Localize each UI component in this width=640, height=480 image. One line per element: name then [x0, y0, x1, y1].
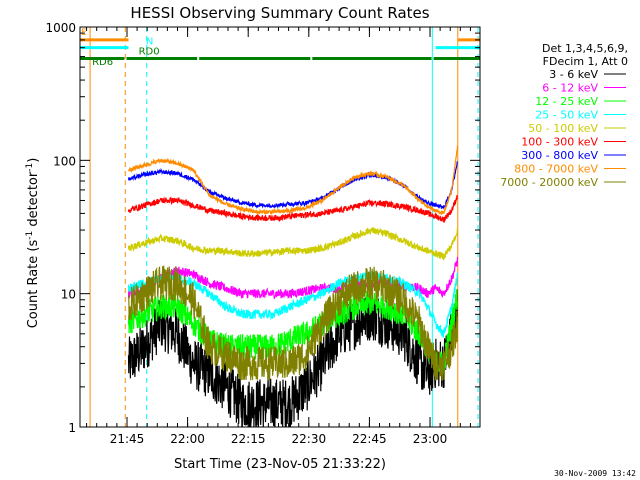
x-tick-label-2: 22:15 — [231, 432, 266, 446]
x-tick-label-3: 22:30 — [292, 432, 327, 446]
series-line-3 — [127, 271, 459, 338]
x-tick-label-4: 22:45 — [352, 432, 387, 446]
ylabel-main: Count Rate (s — [26, 240, 41, 329]
legend-header-1: FDecim 1, Att 0 — [543, 55, 628, 68]
legend-label-6: 300 - 800 keV — [521, 149, 598, 162]
status-label-rd0: RD0 — [139, 47, 160, 58]
chart-title: HESSI Observing Summary Count Rates — [130, 4, 429, 22]
legend-label-3: 25 - 50 keV — [535, 109, 598, 122]
legend-label-8: 7000 - 20000 keV — [500, 176, 598, 189]
legend-label-1: 6 - 12 keV — [542, 82, 598, 95]
ylabel-sup2: -1 — [25, 163, 35, 172]
y-tick-label-1: 10 — [61, 288, 76, 302]
ylabel-end: ) — [26, 158, 41, 163]
y-tick-label-3: 1000 — [45, 21, 76, 35]
series-line-8 — [127, 265, 459, 381]
series-line-5 — [127, 195, 459, 224]
ylabel-sup1: -1 — [25, 231, 35, 240]
plot-frame — [79, 26, 481, 428]
y-tick-label-0: 1 — [68, 421, 76, 435]
series-line-7 — [127, 145, 459, 216]
y-axis-label: Count Rate (s-1 detector-1) — [25, 158, 41, 329]
status-label-n: N — [146, 36, 153, 47]
series-line-6 — [127, 161, 459, 210]
legend-label-2: 12 - 25 keV — [535, 95, 598, 108]
x-tick-label-1: 22:00 — [170, 432, 205, 446]
x-tick-label-0: 21:45 — [110, 432, 145, 446]
legend-label-0: 3 - 6 keV — [549, 68, 598, 81]
svg-text:Count Rate (s-1 detector-1): Count Rate (s-1 detector-1) — [25, 158, 41, 329]
legend-header-0: Det 1,3,4,5,6,9, — [542, 42, 628, 55]
timestamp: 30-Nov-2009 13:42 — [554, 469, 636, 478]
legend-label-7: 800 - 7000 keV — [514, 163, 598, 176]
axes: 1 10 100 1000 21:45 22:00 22:15 22:30 22:45 23:00 — [45, 21, 481, 446]
ylabel-mid: detector — [26, 171, 41, 231]
legend-label-5: 100 - 300 keV — [521, 136, 598, 149]
x-tick-label-5: 23:00 — [413, 432, 448, 446]
status-label-rd6: RD6 — [92, 57, 113, 68]
series-line-4 — [127, 227, 459, 260]
legend-label-4: 50 - 100 keV — [528, 122, 598, 135]
y-tick-label-2: 100 — [53, 154, 76, 168]
legend: Det 1,3,4,5,6,9,FDecim 1, Att 03 - 6 keV… — [500, 42, 628, 189]
x-axis-label: Start Time (23-Nov-05 21:33:22) — [174, 457, 386, 472]
